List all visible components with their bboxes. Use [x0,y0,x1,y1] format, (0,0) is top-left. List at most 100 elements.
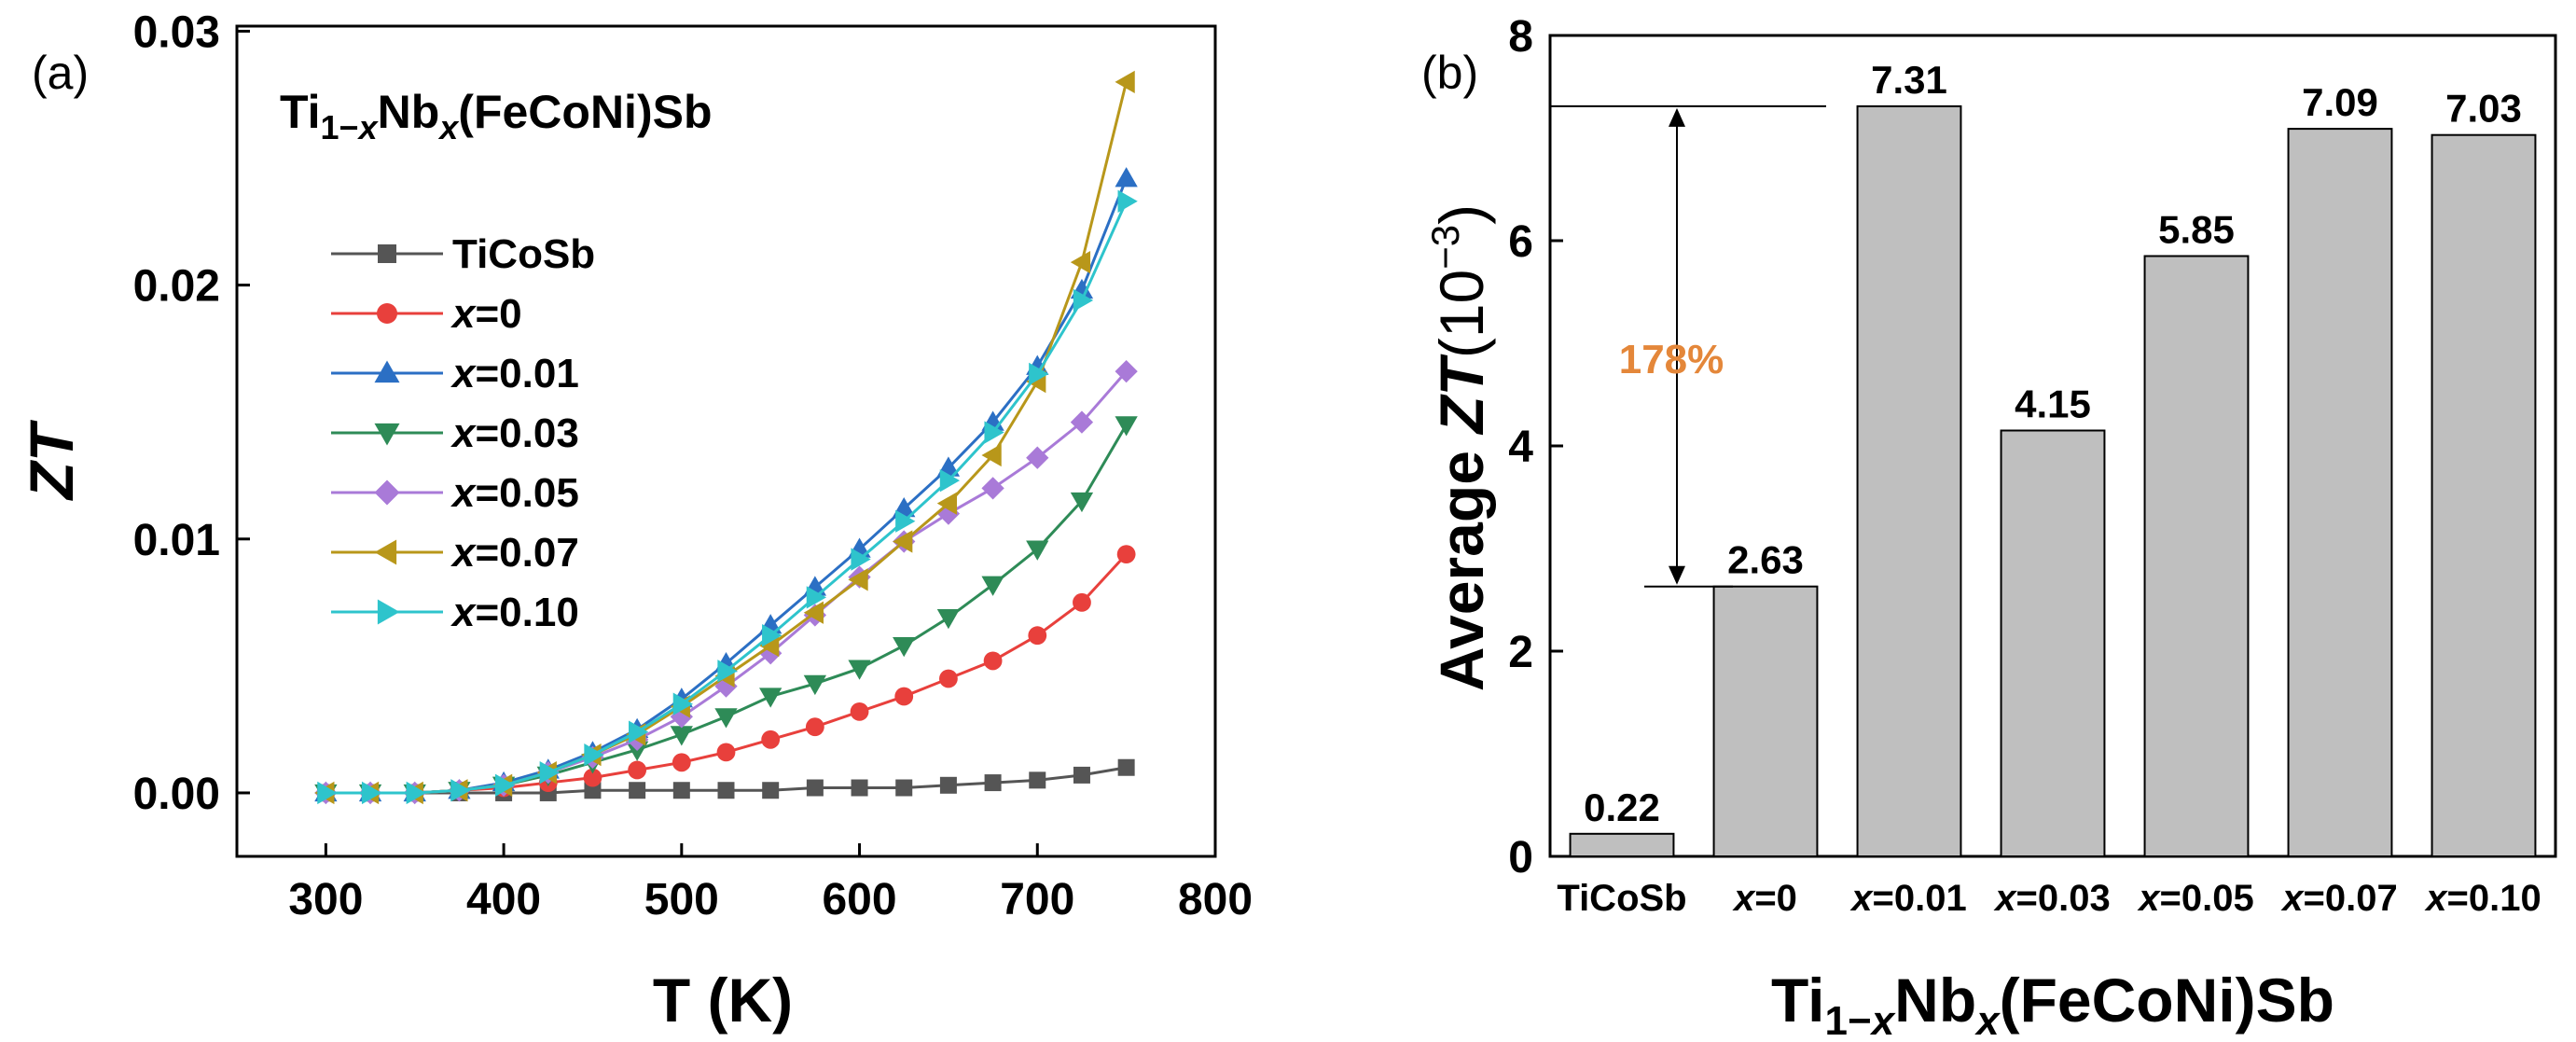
data-point-x=0 [583,768,602,787]
data-point-x=0 [628,760,647,780]
arrow-up-icon [1669,107,1685,127]
panel-b-y-tick-label: 2 [1508,628,1533,677]
data-point-x=0.03 [803,674,827,696]
data-point-x=0 [983,651,1003,671]
data-point-x=0.01 [1115,167,1138,188]
panel-a-frame [235,24,1217,858]
data-point-x=0.10 [584,743,604,767]
bar-TiCoSb [1569,832,1675,857]
data-point-x=0.05 [981,477,1004,500]
data-point-x=0.03 [714,708,738,729]
data-point-x=0.10 [406,781,426,805]
data-point-x=0.03 [893,636,916,658]
panel-b-y-tick-label: 8 [1508,12,1533,62]
legend-item-x=0.03: x=0.03 [331,410,579,456]
data-point-x=0 [805,717,824,737]
data-point-x=0.10 [1073,288,1094,313]
data-point-x=0 [1073,592,1091,612]
data-point-x=0.10 [1029,362,1049,386]
bar-category-label: x=0.03 [1993,878,2110,919]
data-point-x=0.03 [848,660,871,680]
data-point-x=0.03 [981,576,1004,596]
data-point-TiCoSb [984,774,1002,792]
data-point-TiCoSb [939,776,957,794]
data-point-x=0.05 [1115,360,1138,383]
bar-category-label: x=0 [1732,878,1797,919]
data-point-x=0.10 [539,761,560,785]
panel-a-formula-title: Ti1−xNbx(FeCoNi)Sb [280,86,713,146]
series-line-x=0.10 [325,201,1129,795]
data-point-x=0.07 [803,601,824,624]
legend-marker [377,303,397,324]
data-point-x=0.07 [1115,70,1135,94]
data-point-TiCoSb [1117,758,1135,776]
data-point-TiCoSb [1073,766,1090,784]
bar-x=0 [1712,585,1819,857]
panel-b-bar-chart: (b) 0 2 4 6 8 0.22 TiCoSb 2.63 x=0 7.31 x=0.01 4.15… [1421,12,2557,1042]
data-point-x=0.03 [1026,540,1049,561]
panel-a-x-tick-label: 400 [466,875,541,924]
panel-b-x-axis-title: Ti1−xNbx(FeCoNi)Sb [1771,966,2334,1042]
legend-item-x=0.07: x=0.07 [331,530,579,576]
bar-x=0.10 [2431,133,2537,857]
bar-category-label: x=0.10 [2424,878,2541,919]
legend-label: x=0.05 [450,470,579,516]
bar-value-label: 2.63 [1727,538,1804,582]
data-point-x=0.10 [1117,189,1138,213]
data-point-x=0 [716,743,736,762]
data-point-TiCoSb [762,782,780,799]
data-point-TiCoSb [851,779,868,797]
legend-marker [374,360,400,383]
data-point-x=0 [1116,545,1136,564]
data-point-x=0.03 [936,609,961,630]
panel-a-y-axis-title: ZT [17,420,86,501]
bar-category-label: TiCoSb [1557,878,1686,919]
series-x=0.05 [314,360,1138,805]
bar-value-label: 4.15 [2015,382,2091,426]
data-point-x=0 [1028,626,1047,646]
panel-b-y-axis-title: Average ZT(10−3) [1423,204,1496,691]
panel-a-y-tick-label: 0.00 [133,770,220,819]
data-point-x=0.10 [806,586,827,609]
data-point-x=0.05 [1026,446,1049,469]
legend-item-TiCoSb: TiCoSb [331,231,595,277]
percent-increase-annotation: 178% [1550,104,1826,588]
legend-label: x=0.01 [450,351,579,396]
legend-label: x=0.03 [450,410,579,456]
data-point-x=0 [850,702,869,721]
bar-x=0.01 [1856,104,1962,857]
panel-a-line-chart: (a) Ti1−xNbx(FeCoNi)Sb TiCoSb x=0 x=0.01 x=… [17,7,1253,1035]
data-point-x=0.07 [893,530,913,553]
panel-a-y-tick-label: 0.01 [133,516,220,565]
data-point-x=0.10 [984,421,1004,444]
panel-a-legend: TiCoSb x=0 x=0.01 x=0.03 x=0.05 x=0.07 x=0.10 [331,231,595,635]
data-point-x=0.10 [762,624,782,647]
legend-marker [374,479,400,506]
panel-a-x-axis-title: T (K) [653,966,793,1035]
data-point-x=0.03 [670,726,693,746]
legend-marker [374,423,400,446]
data-point-TiCoSb [629,782,646,799]
data-point-x=0 [894,687,914,706]
legend-label: TiCoSb [452,231,595,277]
data-point-x=0.10 [895,509,916,533]
legend-item-x=0.05: x=0.05 [331,470,579,516]
bar-x=0.05 [2143,255,2250,857]
series-TiCoSb [317,758,1135,801]
bar-x=0.03 [2000,429,2106,857]
data-point-x=0.05 [1070,410,1094,434]
legend-marker [378,244,396,263]
data-point-x=0.03 [759,688,782,708]
data-point-x=0 [939,669,958,688]
data-point-x=0.03 [1070,492,1094,513]
legend-marker [377,599,400,625]
panel-a-plot-area: 300 400 500 600 700 800 0.00 0.01 0.02 0.03 [133,7,1253,924]
panel-a-y-tick-label: 0.02 [133,262,220,312]
data-point-x=0.10 [629,720,649,743]
data-point-x=0.07 [848,568,868,591]
panel-a-x-tick-label: 300 [288,875,363,924]
data-point-x=0.07 [981,443,1002,467]
data-point-x=0.03 [625,741,649,761]
data-point-TiCoSb [895,779,913,797]
data-point-x=0.07 [936,492,958,515]
